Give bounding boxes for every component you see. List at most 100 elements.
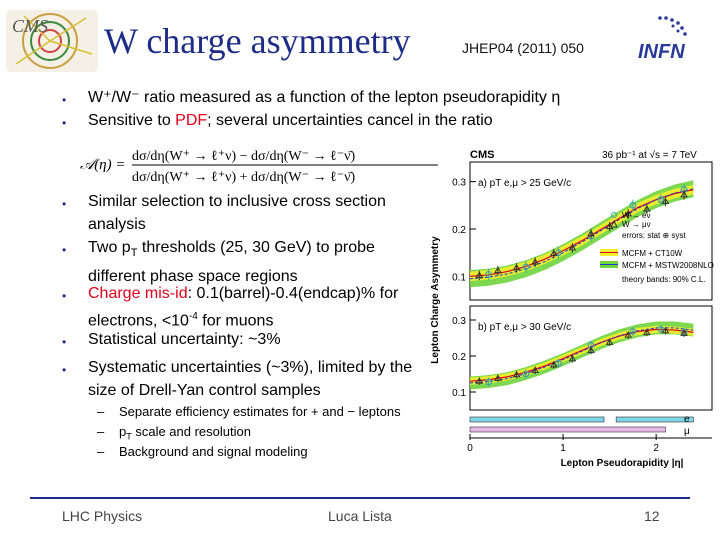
bullet-stat-uncertainty: Statistical uncertainty: ~3% bbox=[88, 331, 281, 348]
x-tick-label: 1 bbox=[560, 443, 566, 454]
electron-point bbox=[629, 328, 637, 335]
y-tick-label: 0.3 bbox=[452, 178, 466, 189]
y-tick-label: 0.1 bbox=[452, 272, 466, 283]
electron-point bbox=[657, 196, 665, 204]
journal-reference: JHEP04 (2011) 050 bbox=[462, 40, 584, 56]
page-number: 12 bbox=[644, 508, 660, 524]
muon-point bbox=[624, 331, 633, 338]
bullet-syst-uncertainty: Systematic uncertainties (~3%), limited … bbox=[88, 359, 413, 399]
bullet-selection: Similar selection to inclusive cross sec… bbox=[88, 193, 386, 233]
cms-logo-text: CMS bbox=[12, 16, 48, 36]
muon-point bbox=[642, 328, 651, 336]
acceptance-label-e: e bbox=[684, 414, 690, 425]
electron-point bbox=[522, 263, 530, 271]
legend-entry: MCFM + CT10W bbox=[622, 249, 683, 258]
muon-point bbox=[568, 243, 577, 251]
electron-point bbox=[485, 378, 493, 386]
muon-point bbox=[680, 190, 688, 198]
bullet-text-ratio: W⁺/W⁻ ratio measured as a function of th… bbox=[88, 89, 561, 106]
ct10w-band bbox=[470, 184, 694, 282]
bullet-marker: • bbox=[62, 93, 67, 107]
muon-point bbox=[605, 338, 614, 345]
ct10w-curve bbox=[469, 328, 694, 382]
muon-point bbox=[494, 266, 502, 274]
muon-acceptance-bar bbox=[469, 426, 666, 433]
pdf-sensitivity-text: Sensitive to PDF; several uncertainties … bbox=[88, 112, 493, 129]
x-tick-label: 0 bbox=[467, 443, 473, 454]
formula-numerator: dσ/dη(W⁺ → ℓ⁺ν) − dσ/dη(W⁻ → ℓ⁻ν̄) bbox=[132, 149, 355, 164]
y-tick-label: 0.2 bbox=[452, 352, 466, 363]
panel-label: a) pT e,μ > 25 GeV/c bbox=[478, 178, 571, 189]
muon-point bbox=[680, 329, 688, 336]
muon-point bbox=[624, 209, 633, 217]
acceptance-label-mu: μ bbox=[684, 426, 690, 437]
muon-point bbox=[531, 258, 540, 265]
sub-bullet-pt-scale: – pT scale and resolution bbox=[97, 424, 251, 442]
muon-point bbox=[475, 271, 484, 278]
bullet-marker: • bbox=[62, 243, 67, 257]
asymmetry-formula: 𝒜(η) = dσ/dη(W⁺ → ℓ⁺ν) − dσ/dη(W⁻ → ℓ⁻ν̄… bbox=[80, 149, 438, 185]
muon-point bbox=[549, 361, 558, 368]
muon-point bbox=[475, 377, 484, 384]
x-tick-label: 2 bbox=[653, 443, 659, 454]
legend-entry: W → eν bbox=[622, 211, 650, 220]
formula-denominator: dσ/dη(W⁺ → ℓ⁺ν) + dσ/dη(W⁻ → ℓ⁻ν̄) bbox=[132, 170, 355, 185]
charge-misid-highlight: Charge mis-id bbox=[88, 285, 188, 302]
muon-point bbox=[661, 197, 670, 205]
legend-entry: errors: stat ⊕ syst bbox=[622, 231, 686, 240]
electron-point bbox=[555, 249, 562, 257]
infn-logo: INFN bbox=[638, 16, 687, 63]
bullet-charge-misid: Charge mis-id: 0.1(barrel)-0.4(endcap)% … bbox=[88, 285, 399, 330]
muon-point bbox=[587, 229, 595, 237]
electron-point bbox=[522, 370, 530, 378]
y-tick-label: 0.3 bbox=[452, 316, 466, 327]
cms-logo: CMS bbox=[6, 10, 98, 72]
footer-divider bbox=[30, 497, 690, 499]
legend-entry: W → μν bbox=[622, 220, 651, 229]
mstw-curve bbox=[469, 327, 694, 384]
electron-point bbox=[629, 201, 637, 209]
bullet-marker: • bbox=[62, 197, 67, 211]
legend-entry: MCFM + MSTW2008NLO bbox=[622, 261, 714, 270]
bullet-marker: • bbox=[62, 335, 67, 349]
mstw-curve bbox=[469, 188, 694, 280]
y-axis-label: Lepton Charge Asymmetry bbox=[430, 236, 441, 364]
muon-point bbox=[512, 370, 521, 378]
electron-point bbox=[657, 325, 665, 333]
sub-bullet-modeling: – Background and signal modeling bbox=[97, 444, 308, 459]
infn-logo-text: INFN bbox=[638, 41, 685, 63]
bullet-marker: • bbox=[62, 363, 67, 377]
legend-muon-marker bbox=[610, 219, 618, 228]
footer-course: LHC Physics bbox=[62, 508, 143, 524]
electron-acceptance-bar bbox=[615, 416, 694, 423]
muon-point bbox=[642, 205, 651, 212]
muon-point bbox=[587, 346, 595, 354]
page-title: W charge asymmetry bbox=[104, 21, 411, 61]
footer-author: Luca Lista bbox=[328, 508, 392, 524]
legend-entry: theory bands: 90% C.L. bbox=[622, 275, 706, 284]
x-axis-label: Lepton Pseudorapidity |η| bbox=[561, 458, 684, 469]
legend-electron-marker bbox=[611, 212, 617, 218]
formula-lhs: 𝒜(η) = bbox=[80, 157, 126, 173]
y-tick-label: 0.2 bbox=[452, 225, 466, 236]
plot-header-lumi: 36 pb⁻¹ at √s = 7 TeV bbox=[602, 150, 697, 161]
bullet-marker: • bbox=[62, 289, 67, 303]
muon-point bbox=[494, 374, 502, 381]
muon-point bbox=[531, 366, 540, 373]
plot-header-cms: CMS bbox=[470, 150, 494, 161]
bullet-text-pdf: Sensitive to PDF; several uncertainties … bbox=[88, 109, 648, 132]
muon-point bbox=[512, 263, 521, 271]
y-tick-label: 0.1 bbox=[452, 388, 466, 399]
ct10w-curve bbox=[469, 189, 694, 277]
muon-point bbox=[568, 354, 577, 362]
sub-bullet-efficiency: – Separate efficiency estimates for + and… bbox=[97, 404, 401, 419]
bullet-pt-thresholds: Two pT thresholds (25, 30 GeV) to probe … bbox=[88, 239, 375, 286]
bullet-marker: • bbox=[62, 116, 67, 130]
panel-label: b) pT e,μ > 30 GeV/c bbox=[478, 322, 571, 333]
muon-point bbox=[549, 249, 558, 257]
electron-acceptance-bar bbox=[469, 416, 605, 423]
electron-point bbox=[485, 271, 493, 278]
muon-point bbox=[661, 326, 670, 334]
electron-point bbox=[555, 359, 562, 367]
pdf-highlight: PDF bbox=[175, 112, 208, 129]
